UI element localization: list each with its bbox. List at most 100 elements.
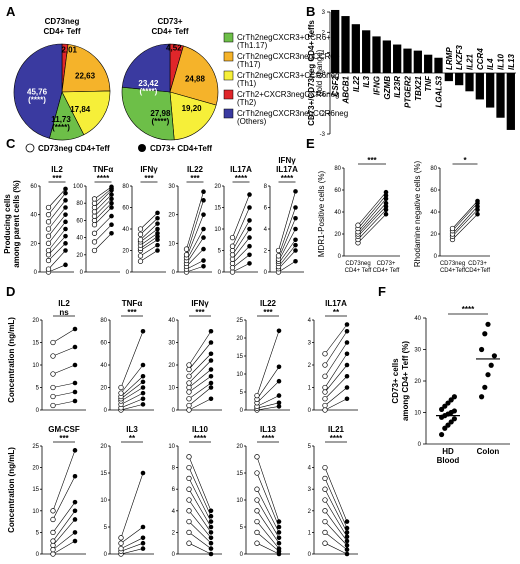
- point-cd73pos: [155, 248, 160, 253]
- pair-line: [232, 194, 250, 238]
- pair-line: [256, 542, 280, 555]
- tick-label: 100: [73, 184, 84, 190]
- pair-line: [324, 353, 348, 388]
- point-cd73neg: [118, 390, 124, 396]
- pair-line: [256, 521, 280, 549]
- c-y-label-2: among parent cells (%): [12, 180, 21, 268]
- point-cd73neg: [186, 518, 192, 525]
- point-cd73pos: [293, 215, 298, 221]
- b-bar: [331, 9, 340, 73]
- point-cd73pos: [140, 535, 146, 541]
- pair-line: [232, 237, 250, 260]
- point-cd73neg: [355, 222, 361, 228]
- plot-title: IFNγ: [140, 165, 158, 174]
- point-cd73pos: [293, 237, 298, 243]
- f-tick-label: 30: [414, 348, 421, 354]
- point-cd73neg: [322, 508, 328, 514]
- point-cd73pos: [201, 189, 206, 195]
- b-gene-label: TBX21: [414, 75, 423, 100]
- point-cd73pos: [276, 404, 282, 409]
- point-cd73neg: [50, 508, 56, 514]
- pair-line: [120, 404, 144, 411]
- point-cd73neg: [186, 497, 192, 503]
- b-tick-label: -2: [320, 112, 326, 118]
- point-cd73neg: [50, 529, 56, 536]
- tick-label: 2: [172, 530, 176, 536]
- pair-line: [120, 381, 144, 399]
- pair-line: [188, 342, 212, 370]
- tick-label: 60: [76, 218, 83, 224]
- pair-line: [278, 239, 296, 264]
- pair-line: [357, 195, 387, 229]
- tick-label: 40: [430, 210, 437, 216]
- tick-label: 15: [32, 341, 39, 347]
- sig-label: ***: [190, 174, 200, 183]
- b-bar: [341, 16, 350, 73]
- plot-title: IL2: [58, 299, 70, 308]
- point-cd73pos: [201, 258, 206, 263]
- e-y-label: Rhodamine negative cells (%): [413, 161, 422, 268]
- pair-line: [324, 324, 348, 354]
- point-cd73pos: [247, 252, 252, 258]
- pair-line: [120, 537, 144, 549]
- pair-line: [52, 400, 76, 406]
- point-cd73pos: [344, 322, 350, 327]
- pair-line: [256, 456, 280, 522]
- legend-sublabel: (Th17): [237, 60, 261, 69]
- point-cd73neg: [91, 239, 98, 245]
- tick-label: 2: [264, 249, 268, 255]
- pie-title: CD73+: [157, 17, 182, 26]
- point-cd73neg: [186, 475, 192, 482]
- pair-line: [278, 260, 296, 273]
- pie-data-label: 27,98: [150, 109, 171, 118]
- point-cd73pos: [63, 262, 68, 268]
- point-cd73neg: [322, 351, 328, 357]
- panel-label-c: C: [6, 136, 16, 151]
- tick-label: 25: [236, 318, 243, 324]
- tick-label: 6: [264, 206, 268, 212]
- pair-line: [52, 364, 76, 375]
- f-point: [445, 400, 451, 406]
- pair-line: [232, 245, 250, 264]
- f-y-label: CD73+ cells: [391, 358, 400, 404]
- b-gene-label: GZMB: [383, 76, 392, 100]
- point-cd73pos: [201, 198, 206, 203]
- b-bar: [424, 54, 433, 73]
- point-cd73pos: [475, 211, 480, 217]
- tick-label: 3: [308, 341, 312, 347]
- point-cd73neg: [186, 373, 192, 379]
- point-cd73pos: [475, 207, 480, 213]
- pair-line: [188, 456, 212, 511]
- pair-line: [186, 248, 204, 267]
- point-cd73pos: [72, 508, 78, 514]
- point-cd73pos: [344, 547, 350, 552]
- point-cd73pos: [344, 385, 350, 390]
- tick-label: 40: [334, 210, 341, 216]
- point-cd73pos: [208, 380, 214, 386]
- point-cd73neg: [50, 393, 56, 400]
- point-cd73neg: [254, 497, 260, 503]
- pair-line: [186, 200, 204, 255]
- point-cd73neg: [186, 366, 192, 373]
- point-cd73neg: [254, 454, 260, 460]
- f-y-label-2: among CD4+ Teff (%): [401, 341, 410, 421]
- point-cd73pos: [63, 198, 68, 203]
- pair-line: [256, 489, 280, 533]
- tick-label: 3: [308, 487, 312, 493]
- tick-label: 20: [30, 241, 37, 247]
- b-gene-label: LKZF3: [455, 45, 464, 70]
- pair-line: [188, 387, 212, 406]
- point-cd73pos: [383, 211, 389, 217]
- point-cd73neg: [186, 380, 192, 386]
- point-cd73neg: [91, 204, 98, 211]
- f-point: [439, 431, 445, 438]
- tick-label: 1: [308, 386, 312, 392]
- point-cd73pos: [276, 400, 282, 406]
- sig-label: ****: [330, 434, 343, 443]
- point-cd73pos: [63, 190, 68, 196]
- point-cd73neg: [91, 196, 98, 202]
- point-cd73pos: [155, 215, 160, 221]
- f-point: [448, 397, 454, 403]
- point-cd73pos: [293, 226, 298, 232]
- point-cd73neg: [322, 384, 328, 391]
